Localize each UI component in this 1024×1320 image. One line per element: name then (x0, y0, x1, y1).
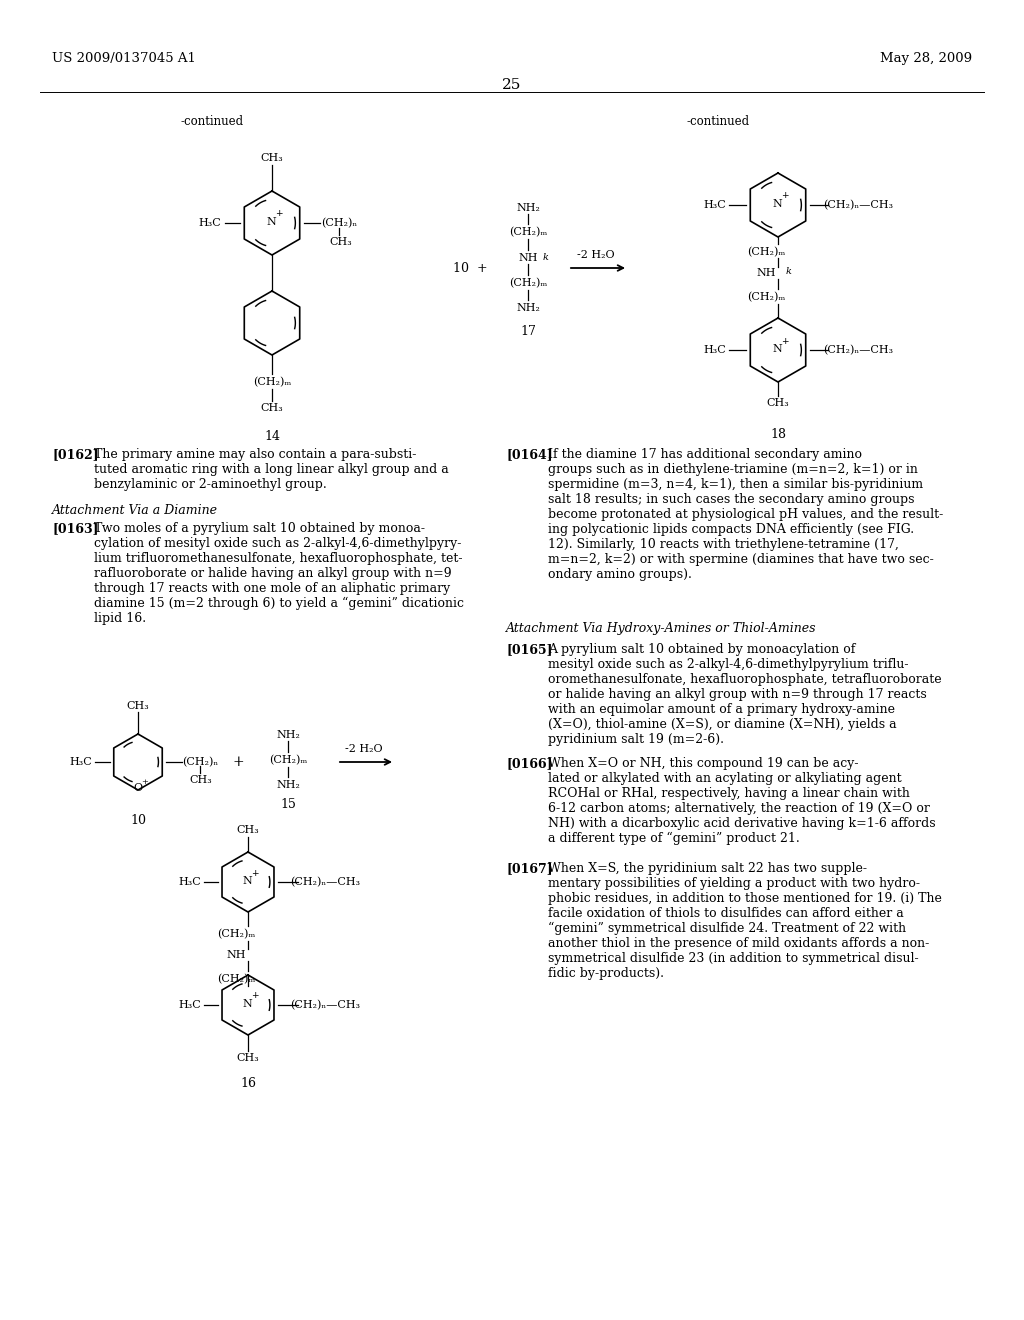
Text: -continued: -continued (686, 115, 750, 128)
Text: (CH₂)ₘ: (CH₂)ₘ (746, 247, 785, 257)
Text: -2 H₂O: -2 H₂O (345, 744, 383, 754)
Text: 17: 17 (520, 325, 536, 338)
Text: H₃C: H₃C (703, 201, 726, 210)
Text: k: k (543, 252, 549, 261)
Text: k: k (786, 267, 792, 276)
Text: If the diamine 17 has additional secondary amino
groups such as in diethylene-tr: If the diamine 17 has additional seconda… (548, 447, 943, 581)
Text: +: + (275, 210, 283, 219)
Text: (CH₂)ₙ—CH₃: (CH₂)ₙ—CH₃ (823, 199, 893, 210)
Text: Attachment Via a Diamine: Attachment Via a Diamine (52, 504, 218, 517)
Text: CH₃: CH₃ (127, 701, 150, 711)
Text: (CH₂)ₙ—CH₃: (CH₂)ₙ—CH₃ (290, 876, 360, 887)
Text: O: O (133, 783, 142, 793)
Text: US 2009/0137045 A1: US 2009/0137045 A1 (52, 51, 196, 65)
Text: H₃C: H₃C (178, 876, 202, 887)
Text: N: N (242, 999, 252, 1008)
Text: CH₃: CH₃ (330, 238, 352, 247)
Text: Two moles of a pyrylium salt 10 obtained by monoa-
cylation of mesityl oxide suc: Two moles of a pyrylium salt 10 obtained… (94, 521, 464, 626)
Text: +: + (781, 191, 788, 201)
Text: 18: 18 (770, 428, 786, 441)
Text: H₃C: H₃C (703, 345, 726, 355)
Text: +: + (781, 337, 788, 346)
Text: CH₃: CH₃ (189, 775, 212, 785)
Text: [0166]: [0166] (506, 756, 553, 770)
Text: Attachment Via Hydroxy-Amines or Thiol-Amines: Attachment Via Hydroxy-Amines or Thiol-A… (506, 622, 816, 635)
Text: [0162]: [0162] (52, 447, 98, 461)
Text: (CH₂)ₘ: (CH₂)ₘ (509, 277, 547, 288)
Text: May 28, 2009: May 28, 2009 (880, 51, 972, 65)
Text: NH: NH (226, 950, 246, 960)
Text: (CH₂)ₙ: (CH₂)ₙ (321, 218, 357, 228)
Text: CH₃: CH₃ (237, 1053, 259, 1063)
Text: 16: 16 (240, 1077, 256, 1090)
Text: (CH₂)ₙ: (CH₂)ₙ (182, 756, 218, 767)
Text: -continued: -continued (180, 115, 244, 128)
Text: 10  +: 10 + (453, 261, 487, 275)
Text: N: N (266, 216, 275, 227)
Text: CH₃: CH₃ (767, 399, 790, 408)
Text: NH: NH (518, 253, 538, 263)
Text: CH₃: CH₃ (237, 825, 259, 836)
Text: (CH₂)ₘ: (CH₂)ₘ (509, 227, 547, 238)
Text: NH₂: NH₂ (516, 304, 540, 313)
Text: N: N (772, 345, 782, 354)
Text: +: + (251, 869, 259, 878)
Text: (CH₂)ₘ: (CH₂)ₘ (253, 376, 291, 387)
Text: NH₂: NH₂ (276, 730, 300, 741)
Text: 10: 10 (130, 814, 146, 828)
Text: 14: 14 (264, 430, 280, 444)
Text: When X=O or NH, this compound 19 can be acy-
lated or alkylated with an acylatin: When X=O or NH, this compound 19 can be … (548, 756, 936, 845)
Text: 15: 15 (280, 799, 296, 810)
Text: H₃C: H₃C (70, 756, 92, 767)
Text: The primary amine may also contain a para-substi-
tuted aromatic ring with a lon: The primary amine may also contain a par… (94, 447, 449, 491)
Text: (CH₂)ₘ: (CH₂)ₘ (217, 974, 255, 985)
Text: A pyrylium salt 10 obtained by monoacylation of
mesityl oxide such as 2-alkyl-4,: A pyrylium salt 10 obtained by monoacyla… (548, 643, 942, 746)
Text: NH: NH (757, 268, 776, 279)
Text: H₃C: H₃C (199, 218, 221, 228)
Text: [0165]: [0165] (506, 643, 553, 656)
Text: NH₂: NH₂ (276, 780, 300, 789)
Text: CH₃: CH₃ (261, 153, 284, 162)
Text: +: + (232, 755, 244, 770)
Text: N: N (242, 876, 252, 886)
Text: (CH₂)ₘ: (CH₂)ₘ (269, 755, 307, 766)
Text: NH₂: NH₂ (516, 203, 540, 213)
Text: (CH₂)ₙ—CH₃: (CH₂)ₙ—CH₃ (290, 999, 360, 1010)
Text: When X=S, the pyridinium salt 22 has two supple-
mentary possibilities of yieldi: When X=S, the pyridinium salt 22 has two… (548, 862, 942, 981)
Text: +: + (141, 777, 148, 785)
Text: (CH₂)ₘ: (CH₂)ₘ (746, 292, 785, 302)
Text: [0163]: [0163] (52, 521, 98, 535)
Text: N: N (772, 199, 782, 209)
Text: CH₃: CH₃ (261, 403, 284, 413)
Text: (CH₂)ₘ: (CH₂)ₘ (217, 929, 255, 939)
Text: [0164]: [0164] (506, 447, 553, 461)
Text: (CH₂)ₙ—CH₃: (CH₂)ₙ—CH₃ (823, 345, 893, 355)
Text: H₃C: H₃C (178, 1001, 202, 1010)
Text: [0167]: [0167] (506, 862, 553, 875)
Text: -2 H₂O: -2 H₂O (578, 249, 614, 260)
Text: 25: 25 (503, 78, 521, 92)
Text: +: + (251, 991, 259, 1001)
